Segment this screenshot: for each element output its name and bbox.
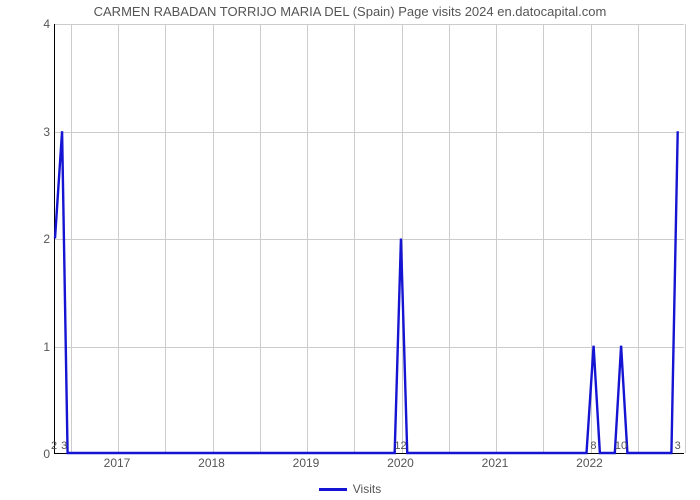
annotation-label: 3 [61,440,67,452]
xtick-label: 2018 [198,456,225,470]
plot-area [54,24,684,454]
ytick-label: 0 [32,447,50,461]
legend-label: Visits [353,482,381,496]
line-series-svg [55,24,684,453]
ytick-label: 2 [32,232,50,246]
xtick-label: 2021 [482,456,509,470]
chart-title: CARMEN RABADAN TORRIJO MARIA DEL (Spain)… [0,4,700,19]
vgrid-line [685,24,686,453]
ytick-label: 3 [32,125,50,139]
xtick-label: 2017 [104,456,131,470]
xtick-label: 2019 [293,456,320,470]
legend-swatch [319,488,347,491]
annotation-label: 3 [675,440,681,452]
xtick-label: 2020 [387,456,414,470]
annotation-label: 10 [615,440,627,452]
visits-line [55,131,678,453]
chart-container: CARMEN RABADAN TORRIJO MARIA DEL (Spain)… [0,0,700,500]
xtick-label: 2022 [576,456,603,470]
ytick-label: 1 [32,340,50,354]
annotation-label: 2 [51,440,57,452]
annotation-label: 12 [394,440,406,452]
annotation-label: 8 [590,440,596,452]
ytick-label: 4 [32,17,50,31]
legend: Visits [0,482,700,496]
